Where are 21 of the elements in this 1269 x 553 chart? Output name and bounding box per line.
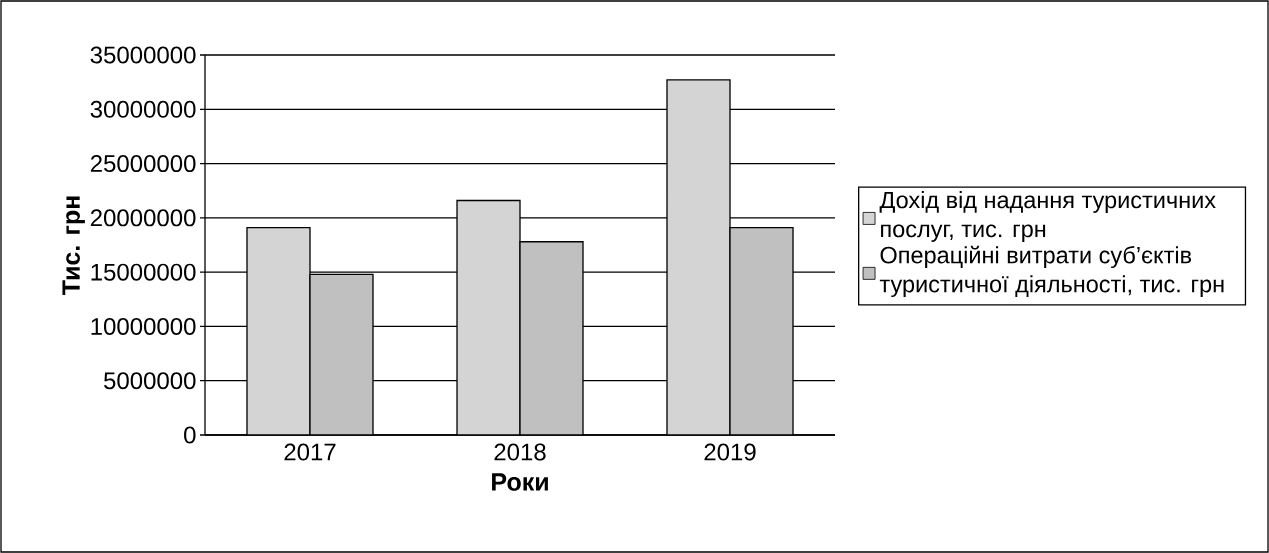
y-tick-label: 0 xyxy=(184,426,196,444)
x-axis-title: Роки xyxy=(492,473,548,491)
y-tick-label: 35000000 xyxy=(90,46,196,64)
y-tick-label: 20000000 xyxy=(90,209,196,227)
y-tick-label: 5000000 xyxy=(104,372,196,390)
x-tick-label: 2018 xyxy=(494,443,546,461)
bar xyxy=(729,226,794,435)
bar xyxy=(456,199,521,435)
bar xyxy=(246,226,311,435)
y-tick-label: 10000000 xyxy=(91,317,196,335)
y-tick-label: 15000000 xyxy=(91,263,196,281)
y-tick-label: 25000000 xyxy=(90,155,196,173)
y-tick-label: 30000000 xyxy=(90,100,196,118)
x-tick-label: 2017 xyxy=(284,443,336,461)
x-tick-label: 2019 xyxy=(704,443,756,461)
legend-label: Операційні витрати суб’єктів туристичної діяльності, тис. грн xyxy=(879,245,1224,298)
bar xyxy=(666,79,731,435)
bar xyxy=(519,241,584,435)
y-axis-title: Тис. грн xyxy=(62,196,85,296)
legend-label: Дохід від надання туристичних послуг, тис. грн xyxy=(879,191,1216,242)
bar xyxy=(309,273,374,435)
